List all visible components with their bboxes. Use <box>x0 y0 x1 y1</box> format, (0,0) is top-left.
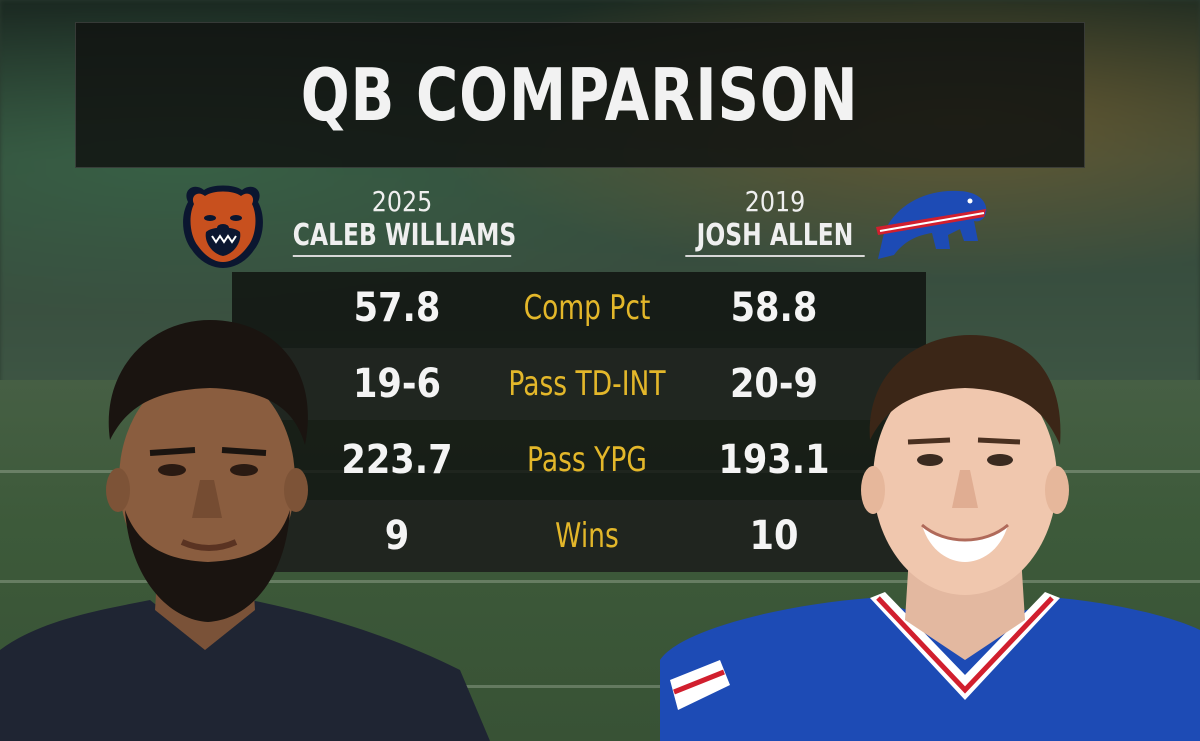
right-stat-value: 20-9 <box>729 361 819 407</box>
stat-label: Comp Pct <box>523 288 651 328</box>
left-player-year: 2025 <box>371 185 433 218</box>
right-stat-value: 58.8 <box>730 285 818 331</box>
left-stat-value: 9 <box>384 513 410 559</box>
stat-row: 19-6 Pass TD-INT 20-9 <box>232 348 926 420</box>
stat-row: 223.7 Pass YPG 193.1 <box>232 424 926 496</box>
josh-allen-photo <box>660 335 1200 741</box>
left-stat-value: 57.8 <box>353 285 441 331</box>
stat-label: Pass TD-INT <box>508 364 666 404</box>
stat-label: Wins <box>555 516 619 556</box>
left-player-header: 2025 CALEB WILLIAMS <box>262 185 542 257</box>
stat-label: Pass YPG <box>527 440 647 480</box>
right-stat-value: 10 <box>749 513 799 559</box>
left-stat-value: 19-6 <box>352 361 442 407</box>
right-stat-value: 193.1 <box>718 437 830 483</box>
stat-row: 57.8 Comp Pct 58.8 <box>232 272 926 344</box>
graphic-title: QB COMPARISON <box>301 53 859 137</box>
left-stat-value: 223.7 <box>341 437 453 483</box>
stat-row: 9 Wins 10 <box>232 500 926 572</box>
title-banner: QB COMPARISON <box>75 22 1085 168</box>
bears-logo-icon <box>183 185 263 268</box>
bills-logo-icon <box>876 190 987 259</box>
right-player-header: 2019 JOSH ALLEN <box>660 185 890 257</box>
caleb-williams-photo <box>0 320 490 741</box>
stats-table: 57.8 Comp Pct 58.8 19-6 Pass TD-INT 20-9… <box>232 272 926 572</box>
right-player-year: 2019 <box>744 185 806 218</box>
left-player-name: CALEB WILLIAMS <box>292 218 516 257</box>
right-player-name: JOSH ALLEN <box>685 218 865 257</box>
